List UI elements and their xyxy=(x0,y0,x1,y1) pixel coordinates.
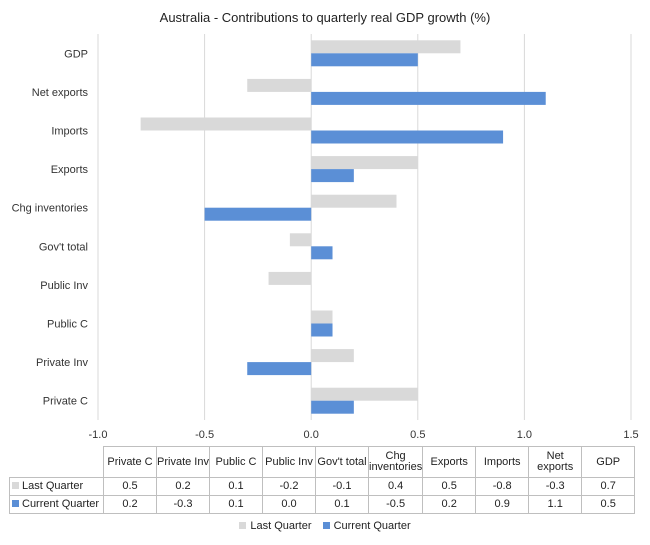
bar-current-quarter xyxy=(311,246,333,260)
data-table-header: Public Inv xyxy=(262,446,316,478)
legend: Last Quarter Current Quarter xyxy=(0,520,650,532)
data-table-header: GDP xyxy=(581,446,636,478)
category-label: Exports xyxy=(51,164,89,176)
bar-last-quarter xyxy=(247,78,312,92)
x-tick-label: 1.5 xyxy=(623,429,638,441)
bar-last-quarter xyxy=(311,310,333,324)
bar-chart: -1.0 -0.5 0.0 0.5 1.0 1.5 Private C Private Inv… xyxy=(12,34,639,441)
category-label: Imports xyxy=(51,126,88,138)
category-label: GDP xyxy=(64,48,88,60)
category-label: Public C xyxy=(47,319,88,331)
data-table-cell: 0.2 xyxy=(422,495,477,514)
bar-current-quarter xyxy=(311,130,504,144)
legend-swatch xyxy=(322,522,330,529)
data-table-cell: 0.1 xyxy=(315,495,369,514)
category-label: Chg inventories xyxy=(12,203,89,215)
data-table-cell: -0.3 xyxy=(156,495,210,514)
data-table-header: Private C xyxy=(103,446,157,478)
last-quarter-swatch xyxy=(12,482,19,489)
data-table-cell: 0.2 xyxy=(103,495,157,514)
data-table-header: Private Inv xyxy=(156,446,210,478)
data-table-row-label: Current Quarter xyxy=(9,495,104,514)
data-table-cell: 0.7 xyxy=(581,477,636,496)
bar-last-quarter xyxy=(311,156,418,170)
data-table-cell: -0.8 xyxy=(475,477,530,496)
legend-label: Current Quarter xyxy=(333,520,411,532)
bar-last-quarter xyxy=(289,233,312,247)
bar-current-quarter xyxy=(311,169,354,183)
bar-current-quarter xyxy=(247,362,312,376)
current-quarter-swatch xyxy=(12,500,19,507)
chart-title: Australia - Contributions to quarterly r… xyxy=(159,10,491,25)
bar-last-quarter xyxy=(311,387,418,401)
data-table-cell: 0.1 xyxy=(209,495,263,514)
bar-current-quarter xyxy=(311,323,333,337)
category-label: Public Inv xyxy=(40,280,88,292)
data-table-cell: -0.5 xyxy=(367,495,424,514)
data-table-row-label: Last Quarter xyxy=(9,477,104,496)
legend-label: Last Quarter xyxy=(250,520,312,532)
data-table-header: Chg inventories xyxy=(367,446,424,478)
data-table-header: Imports xyxy=(475,446,530,478)
data-table-corner xyxy=(10,447,104,478)
data-table-cell: 0.9 xyxy=(475,495,530,514)
bar-last-quarter xyxy=(140,117,312,131)
data-table-header: Gov't total xyxy=(315,446,369,478)
legend-item-last-quarter: Last Quarter xyxy=(239,520,312,532)
bar-current-quarter xyxy=(311,53,418,67)
x-tick-label: 1.0 xyxy=(517,429,532,441)
category-label: Net exports xyxy=(32,87,89,99)
bar-last-quarter xyxy=(268,271,312,285)
category-label: Gov't total xyxy=(39,241,88,253)
legend-swatch xyxy=(239,522,247,529)
data-table-cell: 0.1 xyxy=(209,477,263,496)
data-table-header: Public C xyxy=(209,446,263,478)
data-table-cell: 0.0 xyxy=(262,495,316,514)
data-table-cell: 0.5 xyxy=(581,495,636,514)
x-tick-label: 0.0 xyxy=(304,429,319,441)
x-tick-label: -1.0 xyxy=(89,429,108,441)
data-table-cell: 0.2 xyxy=(156,477,210,496)
category-label: Private Inv xyxy=(36,357,88,369)
bar-current-quarter xyxy=(311,91,546,105)
data-table-cell: 0.5 xyxy=(422,477,477,496)
data-table-cell: 0.4 xyxy=(367,477,424,496)
legend-item-current-quarter: Current Quarter xyxy=(322,520,411,532)
data-table-row-last-quarter: Last Quarter 0.5 0.2 0.1 -0.2 -0.1 0.4 0… xyxy=(9,477,636,496)
bar-last-quarter xyxy=(311,349,354,363)
data-table-row-current-quarter: Current Quarter 0.2 -0.3 0.1 0.0 0.1 -0.… xyxy=(9,495,636,514)
row-label-text: Last Quarter xyxy=(22,480,84,492)
row-label-text: Current Quarter xyxy=(22,498,100,510)
data-table-header: Net exports xyxy=(528,446,583,478)
data-table-cell: 0.5 xyxy=(103,477,157,496)
bar-last-quarter xyxy=(311,40,461,54)
data-table-cell: 1.1 xyxy=(528,495,583,514)
bar-last-quarter xyxy=(311,194,397,208)
x-tick-label: -0.5 xyxy=(195,429,214,441)
data-table: Private C Private Inv Public C Public In… xyxy=(9,446,636,514)
x-tick-label: 0.5 xyxy=(410,429,425,441)
data-table-cell: -0.2 xyxy=(262,477,316,496)
category-label: Private C xyxy=(43,396,88,408)
bar-current-quarter xyxy=(311,400,354,414)
data-table-cell: -0.1 xyxy=(315,477,369,496)
data-table-cell: -0.3 xyxy=(528,477,583,496)
bar-current-quarter xyxy=(204,207,312,221)
data-table-header-row: Private C Private Inv Public C Public In… xyxy=(10,446,636,478)
data-table-header: Exports xyxy=(422,446,477,478)
